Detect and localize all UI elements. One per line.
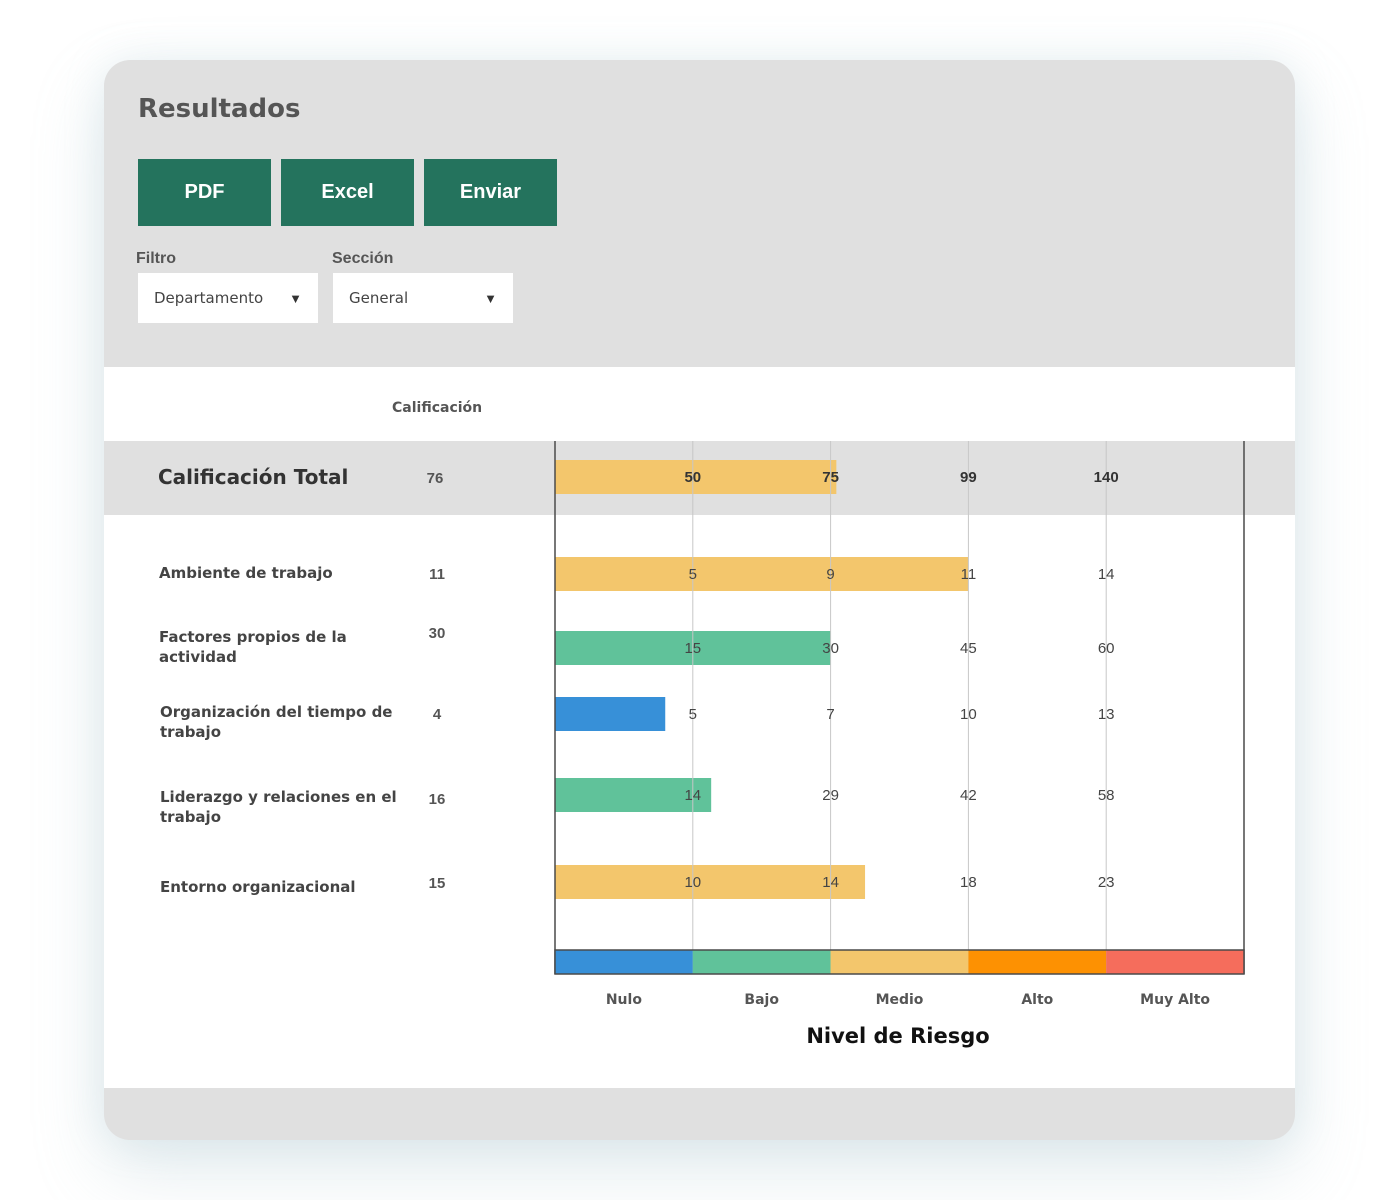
threshold-label: 10 — [960, 706, 977, 723]
threshold-label: 18 — [960, 874, 977, 891]
chart-bar — [555, 557, 969, 591]
results-table: Calificación Calificación Total 76 Ambie… — [104, 367, 1295, 1088]
threshold-label: 11 — [961, 566, 977, 583]
section-select-value: General — [349, 289, 409, 307]
chevron-down-icon: ▼ — [484, 290, 497, 306]
risk-level-swatch — [1106, 950, 1244, 974]
threshold-label: 9 — [826, 566, 834, 583]
row-score: 15 — [428, 875, 446, 892]
total-score: 76 — [426, 470, 444, 487]
row-score: 16 — [428, 791, 446, 808]
row-label: Liderazgo y relaciones en el trabajo — [160, 788, 397, 826]
legend-frame — [554, 949, 1245, 975]
threshold-label: 15 — [684, 640, 701, 657]
threshold-label: 45 — [960, 640, 977, 657]
row-label: Organización del tiempo de trabajo — [160, 703, 393, 741]
page-title: Resultados — [138, 94, 301, 124]
threshold-label: 10 — [684, 874, 701, 891]
threshold-label: 29 — [822, 787, 839, 804]
risk-level-label: Bajo — [744, 992, 779, 1008]
pdf-button[interactable]: PDF — [138, 159, 271, 226]
results-card: Resultados PDF Excel Enviar Filtro Depar… — [104, 60, 1295, 1140]
total-row-label: Calificación Total — [158, 465, 349, 489]
threshold-label: 60 — [1098, 640, 1115, 657]
send-button[interactable]: Enviar — [424, 159, 557, 226]
threshold-label: 140 — [1094, 469, 1119, 486]
risk-level-swatch — [830, 950, 969, 974]
threshold-label: 99 — [960, 469, 977, 486]
risk-level-swatch — [968, 950, 1107, 974]
score-column-header: Calificación — [392, 400, 483, 416]
threshold-label: 58 — [1098, 787, 1115, 804]
chevron-down-icon: ▼ — [289, 290, 302, 306]
filter-label: Filtro — [136, 250, 176, 267]
threshold-label: 14 — [684, 787, 701, 804]
row-score: 4 — [432, 706, 442, 723]
threshold-label: 14 — [1098, 566, 1115, 583]
threshold-label: 13 — [1098, 706, 1115, 723]
filter-select[interactable]: Departamento ▼ — [138, 273, 318, 323]
threshold-label: 30 — [822, 640, 839, 657]
row-label: Factores propios de la actividad — [159, 628, 347, 666]
threshold-label: 42 — [960, 787, 977, 804]
risk-chart: 50 75 99 140 5 9 11 14 15 30 45 60 5 7 10 13 14 29 42 58 10 1… — [554, 441, 1245, 1008]
threshold-label: 23 — [1098, 874, 1115, 891]
chart-bar — [555, 697, 666, 731]
risk-level-label: Nulo — [606, 992, 642, 1008]
threshold-label: 7 — [826, 706, 834, 723]
section-label: Sección — [332, 250, 394, 267]
section-select[interactable]: General ▼ — [333, 273, 513, 323]
risk-level-swatch — [692, 950, 831, 974]
threshold-label: 5 — [689, 706, 697, 723]
chart-bar — [555, 778, 712, 812]
threshold-label: 5 — [689, 566, 697, 583]
risk-level-label: Muy Alto — [1140, 992, 1210, 1008]
excel-button[interactable]: Excel — [281, 159, 414, 226]
row-label: Ambiente de trabajo — [159, 564, 333, 582]
risk-level-swatch — [555, 950, 693, 974]
row-score: 30 — [428, 625, 446, 642]
row-score: 11 — [429, 566, 445, 583]
risk-level-label: Medio — [876, 992, 924, 1008]
chart-bar — [555, 460, 837, 494]
filter-select-value: Departamento — [154, 289, 264, 307]
threshold-label: 14 — [822, 874, 839, 891]
threshold-label: 50 — [684, 469, 701, 486]
row-label: Entorno organizacional — [160, 878, 356, 896]
risk-level-label: Alto — [1021, 992, 1053, 1008]
chart-bar — [555, 865, 866, 899]
axis-title: Nivel de Riesgo — [806, 1024, 990, 1048]
threshold-label: 75 — [822, 469, 839, 486]
